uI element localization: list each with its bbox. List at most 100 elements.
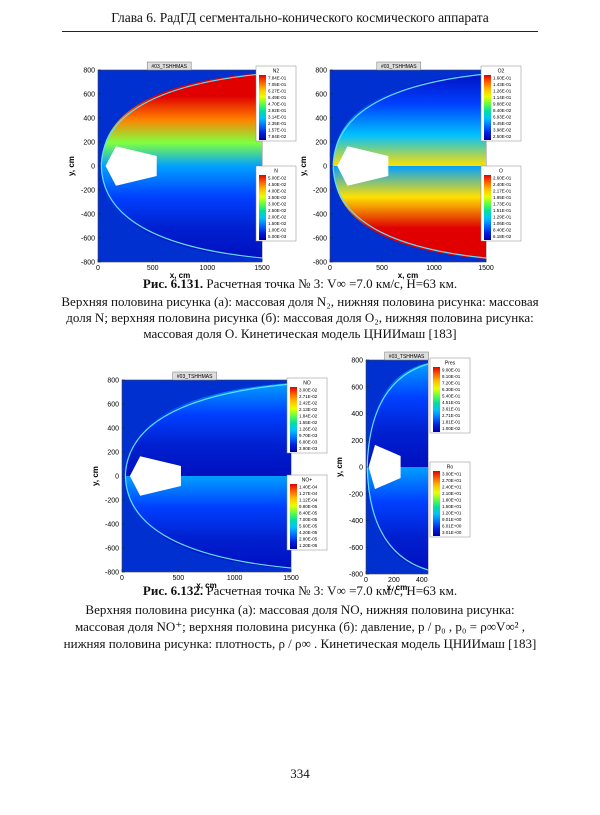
y-tick-label: -800 [313, 260, 327, 267]
y-tick-label: -600 [105, 546, 119, 553]
vehicle-body [337, 146, 389, 186]
legend-value: 3.61E-01 [442, 407, 461, 412]
caption: Рис. 6.131. Расчетная точка № 3: V∞ =7.0… [0, 276, 600, 292]
legend-value: 3.00E-02 [299, 388, 318, 393]
legend-colorbar [290, 387, 297, 452]
x-axis-label: x, cm [196, 581, 216, 590]
contour-top [333, 73, 486, 166]
legend-value: 3.90E-03 [299, 446, 318, 451]
legend-value: 9.00E-01 [442, 368, 461, 373]
caption: Рис. 6.132. Расчетная точка № 3: V∞ =7.0… [0, 583, 600, 599]
y-tick-label: 200 [83, 140, 95, 147]
legend-value: 2.50E-02 [268, 208, 287, 213]
legend-value: 1.43E-01 [493, 82, 512, 87]
legend-value: 2.40E-01 [493, 182, 512, 187]
header-rule [62, 31, 538, 32]
legend-colorbar [484, 75, 491, 140]
legend-value: 3.92E-01 [268, 108, 287, 113]
x-tick-label: 500 [376, 265, 388, 272]
legend-value: 6.18E-02 [493, 234, 512, 239]
legend-value: 6.80E-03 [299, 440, 318, 445]
legend-title: N [274, 169, 278, 175]
description-line: массовая доля O. Кинетическая модель ЦНИ… [143, 326, 457, 341]
legend-value: 3.98E-02 [493, 128, 512, 133]
contour-bottom [101, 166, 262, 259]
plot-title-box [172, 371, 217, 381]
legend-value: 2.13E-02 [299, 407, 318, 412]
legend-value: 9.70E-03 [299, 433, 318, 438]
legend-value: 4.20E-05 [299, 530, 318, 535]
y-tick-label: 800 [83, 68, 95, 75]
plot-title: #03_TSHHMAS [389, 354, 425, 360]
contour-top [125, 383, 291, 476]
legend-value: 1.51E-01 [493, 208, 512, 213]
plot-title-box [376, 61, 422, 71]
legend-value: 2.70E+01 [442, 478, 462, 483]
y-tick-label: 400 [107, 426, 119, 433]
legend-value: 1.27E-04 [299, 491, 318, 496]
y-tick-label: 600 [351, 384, 363, 391]
vehicle-body [129, 456, 181, 496]
legend-value: 1.00E-02 [442, 426, 461, 431]
legend-value: 8.40E-05 [299, 511, 318, 516]
legend-value: 2.42E-02 [299, 401, 318, 406]
contour-top [367, 363, 428, 467]
shock-layer [124, 383, 292, 569]
legend-value: 1.20E-05 [299, 543, 318, 548]
x-tick-label: 1000 [200, 265, 216, 272]
legend-value: 5.40E-01 [442, 394, 461, 399]
shock-layer [100, 73, 263, 259]
y-tick-label: -200 [349, 491, 363, 498]
vehicle-body [368, 444, 401, 490]
y-tick-label: 400 [83, 116, 95, 123]
legend-value: 4.50E-02 [268, 182, 287, 187]
legend-value: 2.40E+01 [442, 485, 462, 490]
legend-colorbar [433, 367, 440, 432]
legend-value: 9.01E+00 [442, 517, 462, 522]
legend-title: NO [303, 381, 311, 387]
legend-value: 5.45E-02 [493, 121, 512, 126]
x-tick-label: 500 [172, 575, 184, 582]
plot-title: #03_TSHHMAS [177, 374, 213, 380]
legend-value: 9.80E-05 [299, 504, 318, 509]
legend-value: 7.05E-01 [268, 82, 287, 87]
description-line: массовая доля NO⁺; верхняя половина рису… [74, 619, 526, 634]
legend-value: 6.01E+00 [442, 524, 462, 529]
description-line: доля N; верхняя половина рисунка (б): ма… [66, 310, 534, 325]
legend-value: 7.84E-01 [268, 76, 287, 81]
legend-colorbar [259, 175, 266, 240]
legend-value: 4.70E-01 [268, 102, 287, 107]
legend-value: 7.20E-01 [442, 381, 461, 386]
caption-text: Расчетная точка № 3: V∞ =7.0 км/с, H=63 … [206, 583, 458, 598]
plot-title-box [384, 351, 429, 361]
shock-layer [366, 363, 429, 571]
x-tick-label: 200 [388, 577, 400, 584]
legend-title: Ro [447, 465, 454, 471]
legend-value: 2.80E-05 [299, 537, 318, 542]
y-tick-label: 400 [351, 411, 363, 418]
x-tick-label: 0 [328, 265, 332, 272]
y-tick-label: -600 [81, 236, 95, 243]
legend-value: 1.26E-02 [299, 427, 318, 432]
x-tick-label: 0 [96, 265, 100, 272]
legend-value: 3.00E+01 [442, 472, 462, 477]
y-tick-label: 600 [83, 92, 95, 99]
plot-title: #03_TSHHMAS [381, 64, 417, 70]
legend-value: 2.35E-01 [268, 121, 287, 126]
y-tick-label: 200 [315, 140, 327, 147]
y-tick-label: -800 [105, 570, 119, 577]
legend-colorbar [290, 484, 297, 549]
legend-value: 2.17E-01 [493, 189, 512, 194]
x-tick-label: 1500 [478, 265, 494, 272]
legend-value: 1.40E-04 [299, 485, 318, 490]
legend-value: 3.00E-02 [268, 202, 287, 207]
legend-value: 8.10E-01 [442, 374, 461, 379]
y-tick-label: 0 [115, 474, 119, 481]
y-tick-label: 0 [91, 164, 95, 171]
legend-title: O2 [498, 69, 505, 75]
legend-value: 3.14E-01 [268, 115, 287, 120]
plot-title: #03_TSHHMAS [151, 64, 187, 70]
legend-value: 5.60E-05 [299, 524, 318, 529]
contour-bottom [367, 467, 428, 571]
